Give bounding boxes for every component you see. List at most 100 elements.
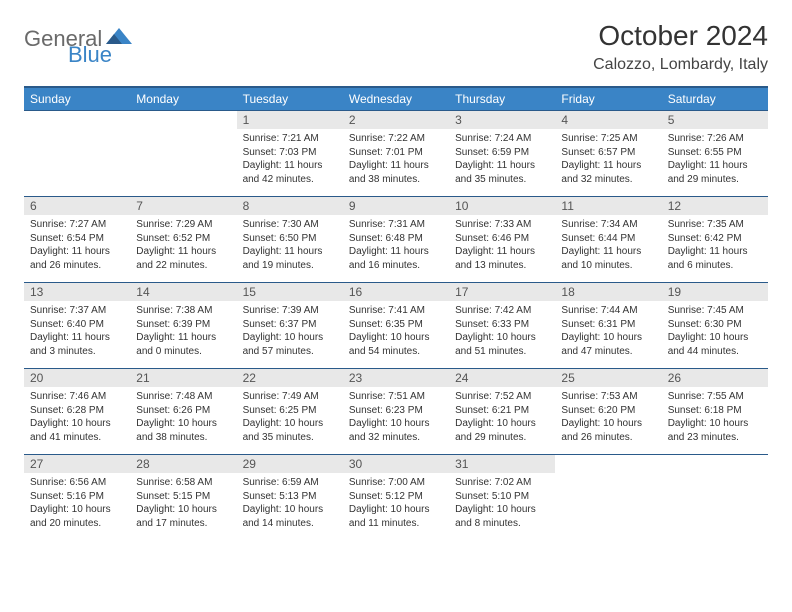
calendar-cell: 6Sunrise: 7:27 AMSunset: 6:54 PMDaylight… <box>24 197 130 283</box>
day-header: Thursday <box>449 87 555 111</box>
day-number: 24 <box>449 369 555 387</box>
day-number: 22 <box>237 369 343 387</box>
day-number: 29 <box>237 455 343 473</box>
calendar-cell: 3Sunrise: 7:24 AMSunset: 6:59 PMDaylight… <box>449 111 555 197</box>
calendar-cell: 17Sunrise: 7:42 AMSunset: 6:33 PMDayligh… <box>449 283 555 369</box>
calendar-cell: 26Sunrise: 7:55 AMSunset: 6:18 PMDayligh… <box>662 369 768 455</box>
calendar-page: General October 2024 Calozzo, Lombardy, … <box>0 0 792 561</box>
day-number: 6 <box>24 197 130 215</box>
calendar-cell: 16Sunrise: 7:41 AMSunset: 6:35 PMDayligh… <box>343 283 449 369</box>
day-details: Sunrise: 7:30 AMSunset: 6:50 PMDaylight:… <box>237 215 343 275</box>
calendar-cell: 23Sunrise: 7:51 AMSunset: 6:23 PMDayligh… <box>343 369 449 455</box>
day-details: Sunrise: 7:44 AMSunset: 6:31 PMDaylight:… <box>555 301 661 361</box>
day-number: 1 <box>237 111 343 129</box>
day-details: Sunrise: 7:22 AMSunset: 7:01 PMDaylight:… <box>343 129 449 189</box>
day-header: Wednesday <box>343 87 449 111</box>
calendar-cell: 29Sunrise: 6:59 AMSunset: 5:13 PMDayligh… <box>237 455 343 541</box>
title-block: October 2024 Calozzo, Lombardy, Italy <box>593 20 768 74</box>
calendar-cell: 31Sunrise: 7:02 AMSunset: 5:10 PMDayligh… <box>449 455 555 541</box>
day-details: Sunrise: 7:38 AMSunset: 6:39 PMDaylight:… <box>130 301 236 361</box>
day-number: 10 <box>449 197 555 215</box>
day-header: Sunday <box>24 87 130 111</box>
day-details: Sunrise: 7:24 AMSunset: 6:59 PMDaylight:… <box>449 129 555 189</box>
day-number: 11 <box>555 197 661 215</box>
calendar-cell: 25Sunrise: 7:53 AMSunset: 6:20 PMDayligh… <box>555 369 661 455</box>
calendar-cell: 9Sunrise: 7:31 AMSunset: 6:48 PMDaylight… <box>343 197 449 283</box>
day-number: 3 <box>449 111 555 129</box>
day-details: Sunrise: 7:26 AMSunset: 6:55 PMDaylight:… <box>662 129 768 189</box>
day-details: Sunrise: 6:56 AMSunset: 5:16 PMDaylight:… <box>24 473 130 533</box>
calendar-cell: 21Sunrise: 7:48 AMSunset: 6:26 PMDayligh… <box>130 369 236 455</box>
calendar-cell: 28Sunrise: 6:58 AMSunset: 5:15 PMDayligh… <box>130 455 236 541</box>
day-number: 20 <box>24 369 130 387</box>
location-text: Calozzo, Lombardy, Italy <box>593 56 768 74</box>
calendar-cell: 14Sunrise: 7:38 AMSunset: 6:39 PMDayligh… <box>130 283 236 369</box>
day-details: Sunrise: 7:02 AMSunset: 5:10 PMDaylight:… <box>449 473 555 533</box>
day-number: 2 <box>343 111 449 129</box>
day-details: Sunrise: 7:00 AMSunset: 5:12 PMDaylight:… <box>343 473 449 533</box>
day-number: 17 <box>449 283 555 301</box>
day-details: Sunrise: 7:27 AMSunset: 6:54 PMDaylight:… <box>24 215 130 275</box>
day-details: Sunrise: 7:29 AMSunset: 6:52 PMDaylight:… <box>130 215 236 275</box>
day-header: Tuesday <box>237 87 343 111</box>
calendar-cell: 27Sunrise: 6:56 AMSunset: 5:16 PMDayligh… <box>24 455 130 541</box>
calendar-cell: 12Sunrise: 7:35 AMSunset: 6:42 PMDayligh… <box>662 197 768 283</box>
calendar-cell: 5Sunrise: 7:26 AMSunset: 6:55 PMDaylight… <box>662 111 768 197</box>
calendar-cell: 1Sunrise: 7:21 AMSunset: 7:03 PMDaylight… <box>237 111 343 197</box>
day-details: Sunrise: 7:42 AMSunset: 6:33 PMDaylight:… <box>449 301 555 361</box>
day-number: 8 <box>237 197 343 215</box>
calendar-week-row: 13Sunrise: 7:37 AMSunset: 6:40 PMDayligh… <box>24 283 768 369</box>
calendar-cell: 18Sunrise: 7:44 AMSunset: 6:31 PMDayligh… <box>555 283 661 369</box>
calendar-cell <box>662 455 768 541</box>
day-number: 30 <box>343 455 449 473</box>
day-details: Sunrise: 7:49 AMSunset: 6:25 PMDaylight:… <box>237 387 343 447</box>
day-number: 18 <box>555 283 661 301</box>
calendar-table: SundayMondayTuesdayWednesdayThursdayFrid… <box>24 86 768 541</box>
calendar-cell: 7Sunrise: 7:29 AMSunset: 6:52 PMDaylight… <box>130 197 236 283</box>
calendar-cell: 11Sunrise: 7:34 AMSunset: 6:44 PMDayligh… <box>555 197 661 283</box>
day-header: Friday <box>555 87 661 111</box>
calendar-week-row: 6Sunrise: 7:27 AMSunset: 6:54 PMDaylight… <box>24 197 768 283</box>
calendar-cell: 8Sunrise: 7:30 AMSunset: 6:50 PMDaylight… <box>237 197 343 283</box>
day-number: 28 <box>130 455 236 473</box>
day-details: Sunrise: 7:31 AMSunset: 6:48 PMDaylight:… <box>343 215 449 275</box>
calendar-week-row: 27Sunrise: 6:56 AMSunset: 5:16 PMDayligh… <box>24 455 768 541</box>
day-number: 13 <box>24 283 130 301</box>
day-number: 14 <box>130 283 236 301</box>
calendar-cell: 4Sunrise: 7:25 AMSunset: 6:57 PMDaylight… <box>555 111 661 197</box>
day-number: 7 <box>130 197 236 215</box>
day-number: 5 <box>662 111 768 129</box>
day-details: Sunrise: 7:45 AMSunset: 6:30 PMDaylight:… <box>662 301 768 361</box>
day-number: 12 <box>662 197 768 215</box>
day-number: 19 <box>662 283 768 301</box>
day-number: 25 <box>555 369 661 387</box>
day-details: Sunrise: 7:53 AMSunset: 6:20 PMDaylight:… <box>555 387 661 447</box>
day-number: 31 <box>449 455 555 473</box>
day-details: Sunrise: 7:34 AMSunset: 6:44 PMDaylight:… <box>555 215 661 275</box>
month-title: October 2024 <box>593 20 768 52</box>
day-details: Sunrise: 7:51 AMSunset: 6:23 PMDaylight:… <box>343 387 449 447</box>
day-details: Sunrise: 7:25 AMSunset: 6:57 PMDaylight:… <box>555 129 661 189</box>
calendar-cell <box>130 111 236 197</box>
calendar-body: 1Sunrise: 7:21 AMSunset: 7:03 PMDaylight… <box>24 111 768 541</box>
calendar-cell: 24Sunrise: 7:52 AMSunset: 6:21 PMDayligh… <box>449 369 555 455</box>
calendar-cell: 22Sunrise: 7:49 AMSunset: 6:25 PMDayligh… <box>237 369 343 455</box>
calendar-cell: 15Sunrise: 7:39 AMSunset: 6:37 PMDayligh… <box>237 283 343 369</box>
day-number: 16 <box>343 283 449 301</box>
day-details: Sunrise: 7:33 AMSunset: 6:46 PMDaylight:… <box>449 215 555 275</box>
day-details: Sunrise: 7:41 AMSunset: 6:35 PMDaylight:… <box>343 301 449 361</box>
day-details: Sunrise: 7:37 AMSunset: 6:40 PMDaylight:… <box>24 301 130 361</box>
day-number: 21 <box>130 369 236 387</box>
day-details: Sunrise: 7:39 AMSunset: 6:37 PMDaylight:… <box>237 301 343 361</box>
calendar-week-row: 1Sunrise: 7:21 AMSunset: 7:03 PMDaylight… <box>24 111 768 197</box>
calendar-week-row: 20Sunrise: 7:46 AMSunset: 6:28 PMDayligh… <box>24 369 768 455</box>
day-details: Sunrise: 7:35 AMSunset: 6:42 PMDaylight:… <box>662 215 768 275</box>
day-number: 27 <box>24 455 130 473</box>
day-number: 23 <box>343 369 449 387</box>
day-details: Sunrise: 6:58 AMSunset: 5:15 PMDaylight:… <box>130 473 236 533</box>
day-number: 9 <box>343 197 449 215</box>
day-header: Saturday <box>662 87 768 111</box>
calendar-cell: 19Sunrise: 7:45 AMSunset: 6:30 PMDayligh… <box>662 283 768 369</box>
calendar-cell: 20Sunrise: 7:46 AMSunset: 6:28 PMDayligh… <box>24 369 130 455</box>
day-details: Sunrise: 7:48 AMSunset: 6:26 PMDaylight:… <box>130 387 236 447</box>
